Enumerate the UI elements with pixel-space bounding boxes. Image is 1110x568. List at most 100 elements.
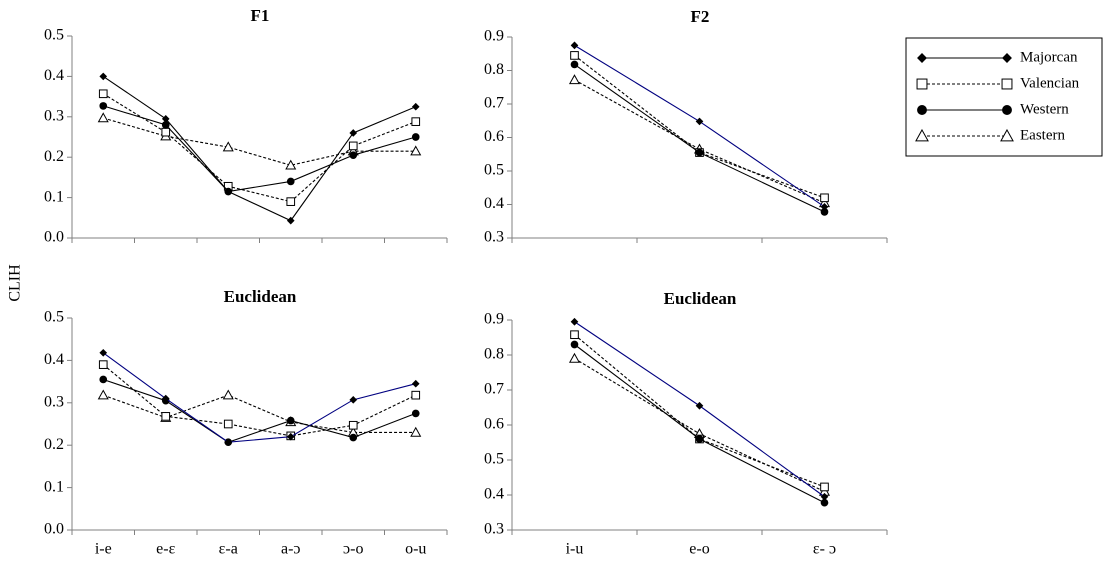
y-tick-label: 0.2: [44, 436, 64, 453]
y-tick-label: 0.4: [484, 195, 504, 212]
legend-label: Eastern: [1020, 127, 1065, 143]
y-tick-label: 0.8: [484, 61, 504, 78]
series-majorcan: [570, 317, 829, 501]
y-tick-label: 0.1: [44, 188, 64, 205]
data-point-valencian: [820, 482, 829, 492]
series-line-eastern: [103, 117, 416, 166]
data-point-valencian: [820, 193, 829, 203]
data-point-majorcan: [820, 492, 829, 501]
x-tick-label: e-o: [689, 541, 709, 558]
series-line-valencian: [574, 334, 825, 488]
chart-title: Euclidean: [664, 289, 737, 308]
series-western: [570, 60, 829, 216]
series-majorcan: [99, 72, 420, 225]
y-tick-label: 0.0: [44, 229, 64, 246]
chart-title: F1: [251, 6, 270, 25]
y-tick-label: 0.5: [44, 309, 64, 326]
data-point-valencian: [348, 420, 358, 430]
series-majorcan: [570, 41, 829, 211]
series-western: [570, 340, 829, 507]
legend-label: Majorcan: [1020, 49, 1078, 65]
legend-marker-right: [1002, 105, 1012, 115]
chart-panel-4: Euclidean 0.3 0.4 0.5 0.6 0.7 0.8 0.9 i-u e-o ɛ- ɔ: [484, 289, 888, 558]
y-tick-label: 0.4: [44, 67, 64, 84]
chart-title: F2: [691, 7, 710, 26]
series-line-valencian: [574, 54, 825, 199]
y-tick-label: 0.3: [44, 393, 64, 410]
y-tick-label: 0.6: [484, 128, 504, 145]
data-point-majorcan: [224, 438, 233, 447]
data-point-valencian: [411, 390, 421, 400]
data-point-majorcan: [286, 216, 295, 225]
y-tick-label: 0.4: [44, 351, 64, 368]
data-point-eastern: [222, 389, 234, 400]
series-line-majorcan: [102, 75, 416, 222]
data-point-valencian: [98, 360, 108, 369]
shared-y-axis-label: CLIH: [7, 264, 24, 302]
y-tick-label: 0.7: [484, 381, 504, 398]
data-point-majorcan: [570, 317, 579, 326]
data-point-majorcan: [99, 72, 108, 81]
y-tick-label: 0.8: [484, 346, 504, 363]
data-point-eastern: [222, 141, 234, 152]
data-point-majorcan: [411, 379, 420, 388]
legend: Majorcan Valencian Western Eastern: [905, 37, 1103, 157]
data-point-western: [570, 340, 579, 349]
legend-label: Western: [1020, 101, 1069, 117]
x-tick-label: ɔ-o: [343, 541, 363, 558]
data-point-valencian: [98, 89, 108, 99]
series-western: [99, 102, 420, 196]
data-point-western: [286, 177, 295, 186]
series-valencian: [98, 360, 421, 441]
y-tick-label: 0.5: [484, 162, 504, 179]
y-tick-label: 0.5: [484, 451, 504, 468]
legend-item-majorcan: Majorcan: [917, 49, 1078, 65]
data-point-western: [820, 208, 829, 216]
series-line-valencian: [102, 364, 416, 437]
x-tick-label: ɛ-a: [219, 541, 238, 558]
data-point-eastern: [568, 74, 581, 85]
data-point-valencian: [348, 141, 358, 151]
data-point-valencian: [161, 412, 171, 421]
data-point-majorcan: [349, 129, 358, 137]
y-tick-label: 0.4: [484, 486, 504, 503]
data-point-majorcan: [820, 203, 829, 211]
y-tick-label: 0.1: [44, 478, 64, 495]
legend-item-eastern: Eastern: [915, 127, 1065, 143]
data-point-western: [99, 375, 108, 384]
data-point-western: [695, 148, 704, 157]
data-point-western: [349, 151, 358, 160]
legend-item-valencian: Valencian: [916, 75, 1080, 91]
series-eastern: [97, 389, 422, 437]
series-line-valencian: [102, 93, 416, 203]
legend-marker-left: [916, 78, 928, 90]
y-tick-label: 0.2: [44, 148, 64, 165]
data-point-majorcan: [349, 396, 358, 404]
data-point-valencian: [161, 127, 171, 137]
y-tick-label: 0.9: [484, 28, 504, 45]
legend-marker-left: [915, 128, 929, 142]
y-tick-label: 0.3: [44, 107, 64, 124]
y-tick-label: 0.3: [484, 521, 504, 538]
series-line-majorcan: [574, 44, 825, 208]
series-valencian: [98, 89, 421, 206]
legend-marker-right: [1001, 78, 1013, 90]
series-eastern: [97, 112, 422, 170]
x-tick-label: ɛ- ɔ: [813, 541, 836, 558]
data-point-western: [286, 416, 295, 425]
series-valencian: [570, 330, 829, 492]
data-point-valencian: [411, 117, 421, 126]
data-point-western: [349, 433, 358, 442]
data-point-valencian: [570, 51, 579, 60]
legend-marker-left: [917, 53, 927, 63]
data-point-eastern: [97, 389, 109, 400]
legend-item-western: Western: [917, 101, 1069, 117]
legend-marker-right: [1000, 128, 1014, 142]
series-majorcan: [99, 348, 420, 447]
x-tick-label: i-u: [566, 541, 584, 558]
series-eastern: [568, 74, 831, 208]
data-point-majorcan: [695, 117, 704, 126]
y-tick-label: 0.9: [484, 311, 504, 328]
series-line-majorcan: [102, 352, 416, 443]
